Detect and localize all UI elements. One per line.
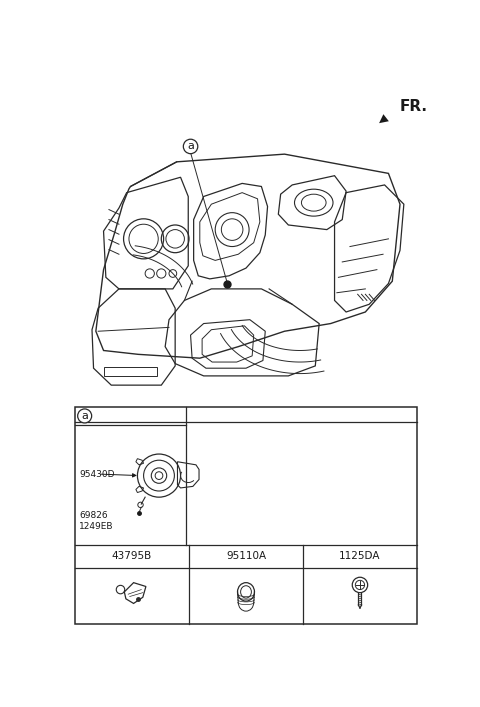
Bar [75,407,417,624]
Text: 69826
1249EB: 69826 1249EB [79,511,113,531]
Bar [104,367,157,376]
Text: 43795B: 43795B [112,551,152,561]
Text: 95430D: 95430D [79,469,114,479]
Text: FR.: FR. [400,99,428,114]
Text: a: a [187,141,194,151]
Text: 1125DA: 1125DA [339,551,381,561]
Text: a: a [81,411,88,421]
Text: 95110A: 95110A [226,551,266,561]
